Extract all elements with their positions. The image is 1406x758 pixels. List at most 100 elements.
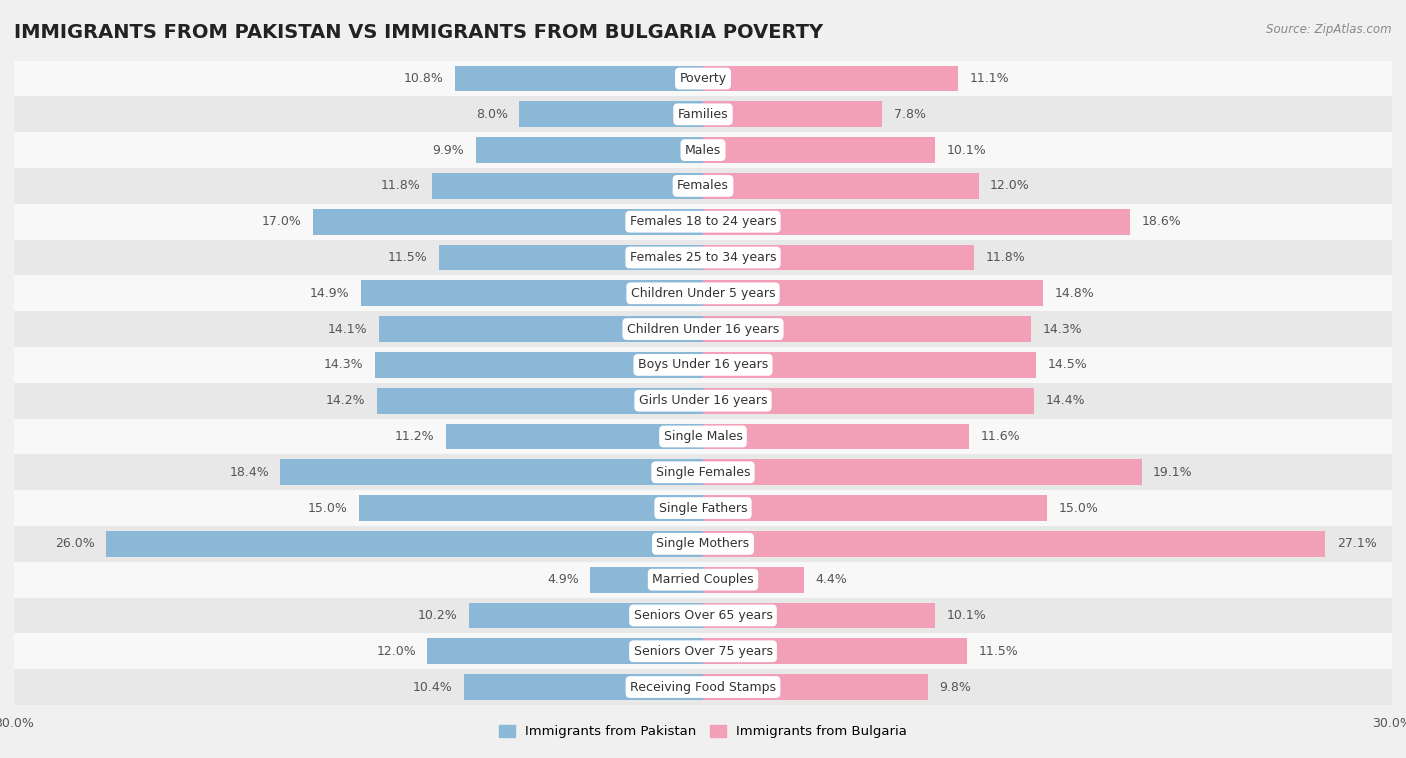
Bar [312, 208, 703, 234]
Bar [519, 102, 703, 127]
Bar [703, 638, 967, 664]
Text: Single Fathers: Single Fathers [659, 502, 747, 515]
Text: 4.9%: 4.9% [547, 573, 579, 586]
Bar [703, 208, 1130, 234]
Text: Single Mothers: Single Mothers [657, 537, 749, 550]
Bar [703, 102, 882, 127]
Text: 10.1%: 10.1% [946, 609, 986, 622]
Text: Seniors Over 75 years: Seniors Over 75 years [634, 645, 772, 658]
Bar [446, 424, 703, 449]
Bar [14, 383, 1392, 418]
Text: 14.1%: 14.1% [328, 323, 368, 336]
Bar [703, 388, 1033, 414]
Text: 11.8%: 11.8% [381, 180, 420, 193]
Text: Females 18 to 24 years: Females 18 to 24 years [630, 215, 776, 228]
Text: 10.1%: 10.1% [946, 143, 986, 157]
Text: 14.5%: 14.5% [1047, 359, 1087, 371]
Text: Seniors Over 65 years: Seniors Over 65 years [634, 609, 772, 622]
Bar [468, 603, 703, 628]
Text: Families: Families [678, 108, 728, 121]
Text: Children Under 16 years: Children Under 16 years [627, 323, 779, 336]
Text: 9.8%: 9.8% [939, 681, 972, 694]
Text: Single Males: Single Males [664, 430, 742, 443]
Bar [280, 459, 703, 485]
Bar [703, 567, 804, 593]
Text: 11.8%: 11.8% [986, 251, 1025, 264]
Bar [14, 669, 1392, 705]
Text: 15.0%: 15.0% [1059, 502, 1099, 515]
Text: 4.4%: 4.4% [815, 573, 848, 586]
Text: 14.4%: 14.4% [1045, 394, 1085, 407]
Bar [14, 490, 1392, 526]
Text: 10.4%: 10.4% [413, 681, 453, 694]
Text: Children Under 5 years: Children Under 5 years [631, 287, 775, 300]
Bar [14, 168, 1392, 204]
Bar [703, 603, 935, 628]
Legend: Immigrants from Pakistan, Immigrants from Bulgaria: Immigrants from Pakistan, Immigrants fro… [494, 719, 912, 744]
Text: 8.0%: 8.0% [475, 108, 508, 121]
Text: 11.1%: 11.1% [969, 72, 1010, 85]
Text: 14.3%: 14.3% [1043, 323, 1083, 336]
Text: 11.5%: 11.5% [979, 645, 1018, 658]
Text: 10.2%: 10.2% [418, 609, 457, 622]
Bar [703, 137, 935, 163]
Text: 11.6%: 11.6% [981, 430, 1021, 443]
Text: 10.8%: 10.8% [404, 72, 443, 85]
Bar [703, 531, 1326, 557]
Bar [703, 352, 1036, 377]
Bar [14, 526, 1392, 562]
Bar [377, 388, 703, 414]
Bar [456, 66, 703, 92]
Bar [14, 597, 1392, 634]
Text: 15.0%: 15.0% [307, 502, 347, 515]
Bar [14, 562, 1392, 597]
Bar [703, 424, 969, 449]
Bar [361, 280, 703, 306]
Bar [703, 245, 974, 271]
Text: 11.5%: 11.5% [388, 251, 427, 264]
Text: 14.2%: 14.2% [326, 394, 366, 407]
Text: 19.1%: 19.1% [1153, 465, 1192, 479]
Text: Females: Females [678, 180, 728, 193]
Bar [703, 66, 957, 92]
Text: 26.0%: 26.0% [55, 537, 94, 550]
Bar [703, 459, 1142, 485]
Text: 7.8%: 7.8% [894, 108, 925, 121]
Text: 12.0%: 12.0% [377, 645, 416, 658]
Text: 14.9%: 14.9% [309, 287, 349, 300]
Bar [14, 204, 1392, 240]
Text: 14.3%: 14.3% [323, 359, 363, 371]
Bar [380, 316, 703, 342]
Text: Girls Under 16 years: Girls Under 16 years [638, 394, 768, 407]
Bar [475, 137, 703, 163]
Text: Females 25 to 34 years: Females 25 to 34 years [630, 251, 776, 264]
Text: Poverty: Poverty [679, 72, 727, 85]
Bar [703, 316, 1032, 342]
Text: Married Couples: Married Couples [652, 573, 754, 586]
Text: Receiving Food Stamps: Receiving Food Stamps [630, 681, 776, 694]
Text: 17.0%: 17.0% [262, 215, 301, 228]
Bar [374, 352, 703, 377]
Bar [703, 674, 928, 700]
Bar [703, 173, 979, 199]
Bar [14, 454, 1392, 490]
Text: IMMIGRANTS FROM PAKISTAN VS IMMIGRANTS FROM BULGARIA POVERTY: IMMIGRANTS FROM PAKISTAN VS IMMIGRANTS F… [14, 23, 823, 42]
Text: Source: ZipAtlas.com: Source: ZipAtlas.com [1267, 23, 1392, 36]
Bar [105, 531, 703, 557]
Bar [14, 347, 1392, 383]
Text: Boys Under 16 years: Boys Under 16 years [638, 359, 768, 371]
Bar [14, 132, 1392, 168]
Bar [703, 280, 1043, 306]
Bar [427, 638, 703, 664]
Bar [432, 173, 703, 199]
Text: 18.6%: 18.6% [1142, 215, 1181, 228]
Bar [14, 418, 1392, 454]
Bar [359, 495, 703, 521]
Bar [14, 61, 1392, 96]
Bar [14, 634, 1392, 669]
Text: 27.1%: 27.1% [1337, 537, 1376, 550]
Text: 9.9%: 9.9% [433, 143, 464, 157]
Bar [14, 275, 1392, 312]
Text: 14.8%: 14.8% [1054, 287, 1094, 300]
Bar [439, 245, 703, 271]
